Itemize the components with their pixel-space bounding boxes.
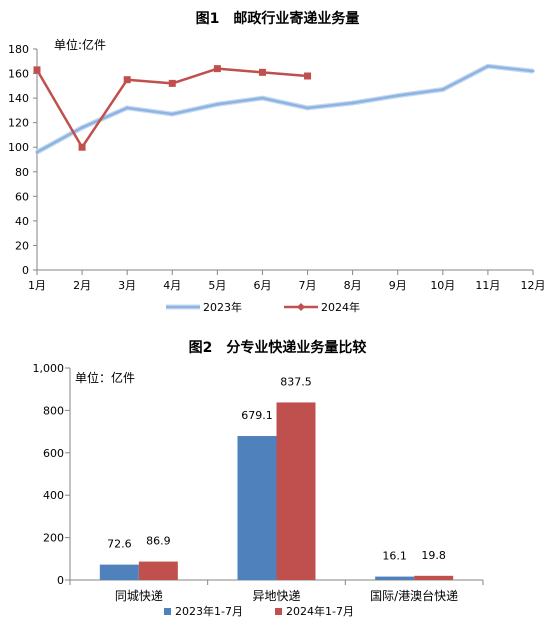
chart1-x-tick-label: 10月 (430, 279, 455, 292)
chart1-y-tick-label: 60 (15, 190, 29, 203)
chart2-title: 图2 分专业快递业务量比较 (188, 340, 367, 356)
chart2-y-tick-label: 0 (57, 574, 64, 587)
chart1-y-tick-label: 80 (15, 166, 29, 179)
chart2-x-tick-label: 异地快递 (252, 589, 300, 603)
chart1-x-tick-label: 12月 (521, 279, 546, 292)
chart1-point-2024 (123, 76, 131, 84)
chart2-bar-2023 (99, 564, 139, 580)
chart1-y-tick-label: 100 (8, 141, 29, 154)
chart1-point-2023 (531, 69, 535, 73)
chart1-x-tick-label: 11月 (475, 279, 500, 292)
chart2-data-label: 837.5 (280, 375, 312, 388)
chart1-y-tick-label: 20 (15, 239, 29, 252)
chart2-bar-2024 (414, 575, 454, 580)
chart1-point-2023 (170, 112, 174, 116)
chart1-y-tick-label: 180 (8, 43, 29, 56)
chart1-x-tick-label: 5月 (208, 279, 226, 292)
chart1-y-tick-label: 140 (8, 92, 29, 105)
chart1-x-tick-label: 2月 (73, 279, 91, 292)
chart1-point-2023 (125, 106, 129, 110)
chart1-point-2023 (80, 126, 84, 130)
chart1-x-tick-label: 7月 (299, 279, 317, 292)
chart1-x-tick-label: 8月 (344, 279, 362, 292)
chart1-x-tick-label: 6月 (253, 279, 271, 292)
chart1-point-2023 (396, 94, 400, 98)
chart2-legend-2023-swatch (164, 608, 171, 615)
chart1-unit-label: 单位:亿件 (54, 37, 106, 52)
chart2-data-label: 16.1 (382, 550, 407, 563)
chart2-y-tick-label: 400 (43, 489, 64, 502)
chart1-x-tick-label: 1月 (28, 279, 46, 292)
chart2-y-tick-label: 200 (43, 532, 64, 545)
chart1-x-tick-label: 3月 (118, 279, 136, 292)
chart1-point-2023 (215, 102, 219, 106)
chart1-x-tick-label: 9月 (389, 279, 407, 292)
chart2-y-tick-label: 800 (43, 404, 64, 417)
chart1-legend-2023-label: 2023年 (203, 300, 242, 314)
chart2-data-label: 679.1 (241, 409, 273, 422)
chart2-data-label: 72.6 (107, 538, 132, 551)
chart1-point-2023 (441, 88, 445, 92)
chart1-point-2023 (35, 150, 39, 154)
chart1-x-tick-label: 4月 (163, 279, 181, 292)
chart1-legend-2024-label: 2024年 (321, 300, 360, 314)
chart2-bar-2024 (138, 561, 178, 580)
chart2-legend-2023-label: 2023年1-7月 (175, 604, 243, 618)
chart1-point-2024 (33, 66, 41, 74)
chart1-y-tick-label: 40 (15, 215, 29, 228)
chart1-y-tick-label: 160 (8, 68, 29, 81)
chart1-point-2023 (260, 96, 264, 100)
chart2-x-tick-label: 同城快递 (115, 589, 163, 603)
chart2-y-tick-label: 1,000 (33, 362, 65, 375)
chart1-point-2024 (78, 143, 86, 151)
chart1-legend-2024-marker (297, 303, 305, 311)
chart2-unit-label: 单位：亿件 (75, 370, 135, 385)
chart1-point-2024 (258, 68, 266, 76)
chart2-bar-2023 (375, 576, 415, 580)
chart1-y-tick-label: 120 (8, 117, 29, 130)
chart1-title: 图1 邮政行业寄递业务量 (195, 11, 360, 27)
chart2-bar-2023 (237, 436, 277, 580)
chart1-point-2023 (351, 101, 355, 105)
chart2-y-tick-label: 600 (43, 447, 64, 460)
chart1-line-chart: 0 20 40 60 80 100 120 140 160 180 1月 2月 3月 4月 5月 6月 7月 8月… (8, 37, 546, 314)
chart1-point-2023 (486, 64, 490, 68)
chart1-y-tick-label: 0 (22, 264, 29, 277)
chart2-data-label: 19.8 (421, 549, 446, 562)
chart1-point-2023 (306, 106, 310, 110)
chart2-x-tick-label: 国际/港澳台快递 (370, 588, 458, 603)
chart2-legend-2024-label: 2024年1-7月 (286, 604, 354, 618)
chart1-point-2024 (213, 65, 221, 73)
chart1-point-2024 (168, 79, 176, 87)
chart1-point-2024 (304, 72, 312, 80)
chart1-series-2023-line (36, 64, 534, 154)
chart2-legend-2024-swatch (275, 608, 282, 615)
chart2-bar-2024 (276, 402, 316, 580)
chart2-data-label: 86.9 (146, 535, 171, 548)
